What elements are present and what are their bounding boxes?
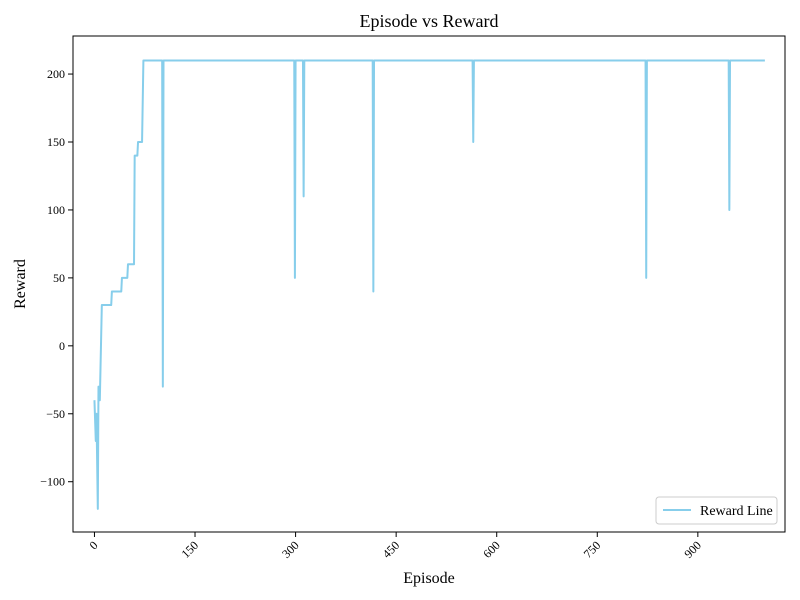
- chart-title: Episode vs Reward: [360, 11, 499, 31]
- y-tick-label: 100: [47, 203, 65, 217]
- legend-box: [655, 496, 778, 525]
- y-tick-label: 200: [47, 67, 65, 81]
- y-tick-label: 0: [59, 339, 65, 353]
- x-axis-label: Episode: [403, 570, 455, 587]
- y-tick-label: 150: [47, 135, 65, 149]
- x-tick-label: 150: [179, 538, 202, 561]
- y-tick-label: 50: [53, 271, 65, 285]
- plot-frame: [72, 35, 786, 533]
- x-tick-label: 450: [380, 538, 403, 561]
- plot-area: [93, 59, 765, 510]
- x-tick-label: 750: [581, 538, 604, 561]
- y-axis: −100 −50 0 50 100 150 200: [40, 67, 73, 489]
- x-tick-label: 600: [480, 538, 503, 561]
- x-axis: 0 150 300 450 600 750 900: [86, 532, 704, 561]
- series-line-0: [93, 59, 765, 510]
- legend-label: Reward Line: [700, 504, 773, 519]
- legend: Reward Line: [655, 496, 778, 525]
- x-tick-label: 300: [279, 538, 302, 561]
- y-tick-label: −100: [40, 475, 65, 489]
- x-tick-label: 0: [86, 538, 100, 552]
- y-tick-label: −50: [46, 407, 65, 421]
- x-tick-label: 900: [681, 538, 704, 561]
- y-axis-label: Reward: [12, 259, 29, 309]
